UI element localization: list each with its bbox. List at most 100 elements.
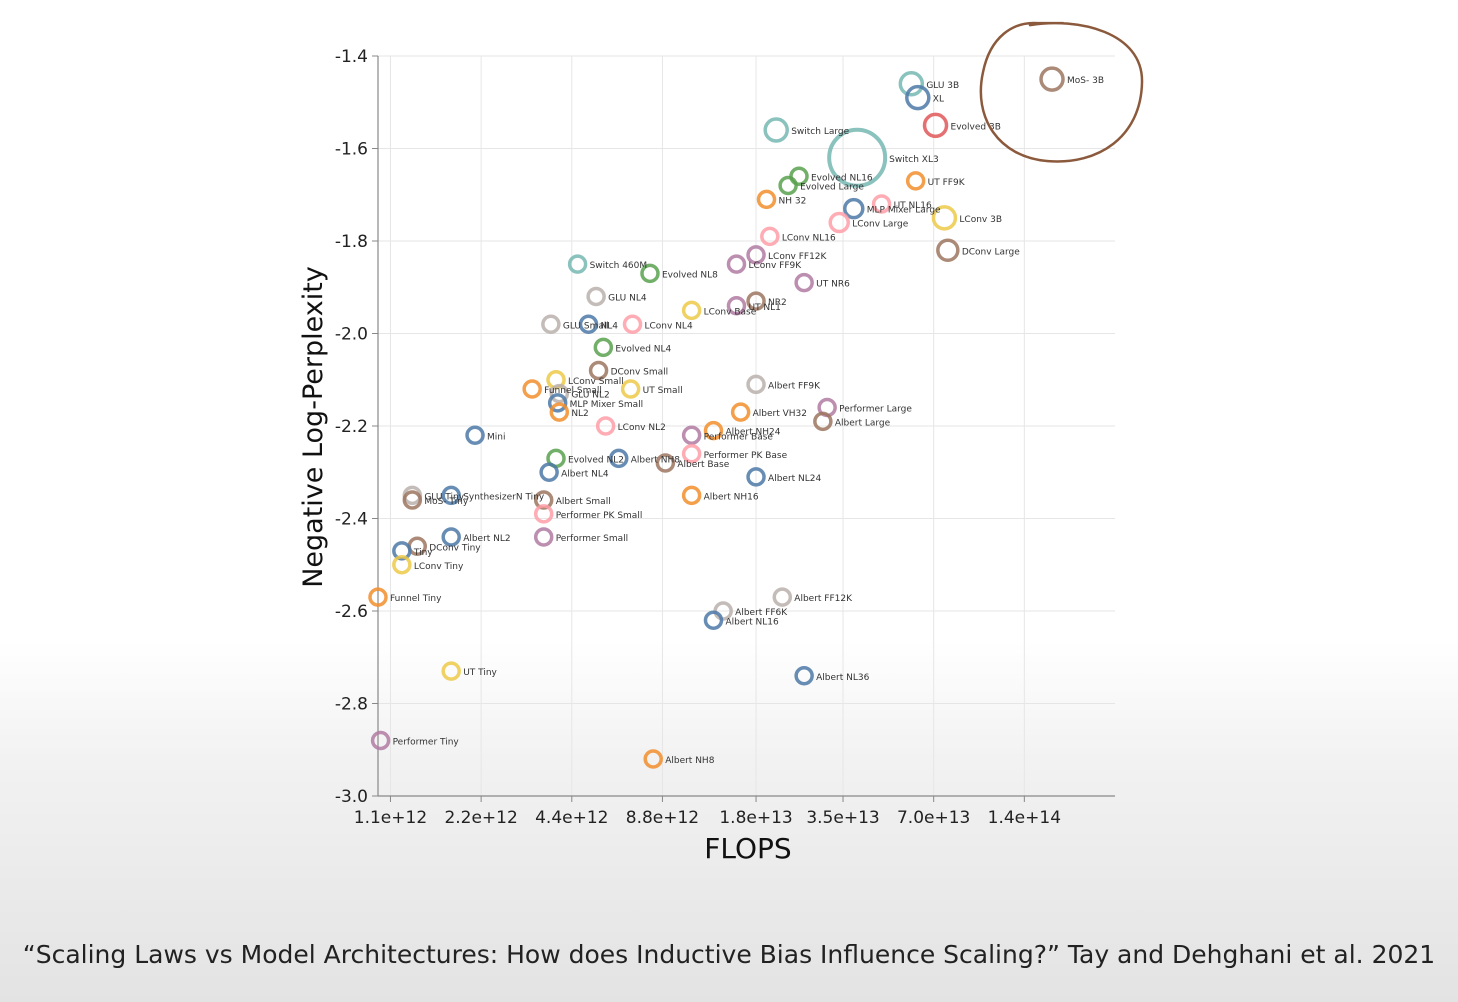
y-tick-label: -1.4	[335, 47, 368, 67]
scatter-point	[402, 490, 423, 510]
scatter-point	[746, 467, 766, 487]
scatter-point	[567, 254, 588, 274]
point-label: Performer Large	[839, 405, 912, 415]
point-label: GLU NL2	[571, 391, 609, 401]
scatter-point	[640, 263, 660, 284]
scatter-point	[726, 254, 747, 274]
y-tick-label: -1.6	[335, 140, 368, 160]
y-tick-label: -2.6	[335, 602, 368, 622]
scatter-point	[726, 296, 747, 316]
scatter-point	[703, 420, 724, 441]
scatter-point	[681, 444, 702, 464]
point-label: Albert NH24	[725, 428, 780, 438]
x-tick-label: 7.0e+13	[897, 808, 970, 828]
point-label: UT NL16	[894, 201, 932, 211]
scatter-point	[643, 749, 663, 769]
scatter-point	[772, 587, 793, 607]
scatter-point	[936, 238, 960, 262]
x-tick-label: 8.8e+12	[626, 808, 699, 828]
point-label: LConv Small	[568, 377, 624, 387]
point-label: Albert FF6K	[735, 608, 788, 618]
hand-drawn-circle	[979, 21, 1144, 163]
point-label: SynthesizerN Tiny	[463, 492, 545, 502]
point-label: Albert NH8	[665, 756, 714, 766]
scatter-point	[760, 226, 780, 247]
point-label: LConv FF9K	[748, 261, 802, 271]
scatter-point	[441, 527, 461, 547]
point-label: Performer PK Small	[556, 511, 643, 521]
point-label: Tiny	[413, 548, 433, 558]
point-label: LConv NL2	[618, 423, 666, 433]
axes: -1.4 -1.6 -1.8 -2.0 -2.2 -2.4 -2.6 -2.8 -3.01.1e…	[335, 47, 1115, 828]
scatter-point	[843, 197, 865, 220]
scatter-point	[547, 393, 568, 413]
point-label: UT NL1	[748, 303, 780, 313]
point-label: LConv Base	[704, 307, 757, 317]
point-label: GLU NL4	[608, 294, 647, 304]
point-label: UT Small	[643, 386, 683, 396]
scatter-point	[703, 610, 724, 630]
point-label: GLU Tiny	[424, 492, 464, 502]
point-label: Albert FF9K	[768, 381, 821, 391]
scatter-point	[533, 490, 554, 510]
scatter-point	[549, 402, 570, 422]
y-tick-label: -3.0	[335, 787, 368, 807]
point-label: NL4	[601, 321, 619, 331]
scatter-point	[441, 485, 461, 506]
point-label: Mini	[487, 432, 505, 442]
scatter-point	[730, 402, 751, 422]
scatter-point	[794, 666, 814, 686]
scatter-point	[655, 453, 676, 473]
scatter-point	[595, 416, 616, 436]
point-label: XL	[933, 95, 944, 105]
point-label: UT Tiny	[463, 668, 497, 678]
scatter-point	[756, 189, 777, 210]
y-tick-label: -2.8	[335, 695, 368, 715]
point-label: Funnel Small	[544, 386, 602, 396]
point-label: NR2	[768, 298, 787, 308]
scatter-point	[593, 337, 614, 358]
point-label: Albert NL36	[816, 673, 869, 683]
y-tick-label: -2.4	[335, 510, 368, 530]
scatter-point	[905, 171, 926, 191]
point-label: DConv Small	[611, 368, 669, 378]
point-label: Albert Small	[556, 497, 611, 507]
point-label: Albert NL16	[725, 617, 778, 627]
point-label: LConv FF12K	[768, 252, 828, 262]
scatter-point	[813, 411, 833, 432]
point-label: Performer Small	[556, 534, 628, 544]
point-label: Albert Large	[835, 418, 891, 428]
citation-caption: “Scaling Laws vs Model Architectures: Ho…	[22, 940, 1436, 969]
scatter-point	[586, 286, 606, 307]
scatter-point	[370, 730, 391, 751]
scatter-point	[533, 527, 554, 547]
scatter-point	[549, 383, 570, 404]
grid-lines	[378, 55, 1115, 797]
point-label: DConv Tiny	[429, 543, 481, 553]
x-tick-label: 2.2e+12	[444, 808, 517, 828]
point-label: Evolved 3B	[951, 122, 1001, 132]
scatter-point	[898, 71, 925, 97]
scatter-point	[681, 485, 702, 506]
point-label: UT FF9K	[928, 178, 966, 188]
point-label: MoS- 3B	[1067, 76, 1104, 86]
scatter-point	[392, 541, 412, 561]
y-tick-label: -1.8	[335, 232, 368, 252]
point-label: Evolved Large	[800, 183, 864, 193]
scatter-point	[746, 245, 766, 265]
scatter-point	[620, 379, 641, 399]
point-label: LConv 3B	[959, 215, 1002, 225]
point-label: Albert Base	[677, 460, 729, 470]
scatter-point	[922, 112, 949, 139]
point-label: Evolved NL4	[615, 344, 671, 354]
scatter-point	[539, 462, 559, 482]
point-label: Performer Tiny	[393, 738, 460, 748]
x-tick-label: 1.1e+12	[354, 808, 427, 828]
point-label: NL2	[571, 409, 588, 419]
x-axis-title: FLOPS	[704, 832, 791, 865]
data-points	[368, 66, 1065, 769]
scatter-point	[608, 448, 629, 469]
y-axis-title: Negative Log-Perplexity	[298, 266, 329, 588]
scatter-point	[465, 425, 485, 445]
point-label: LConv Tiny	[414, 562, 464, 572]
